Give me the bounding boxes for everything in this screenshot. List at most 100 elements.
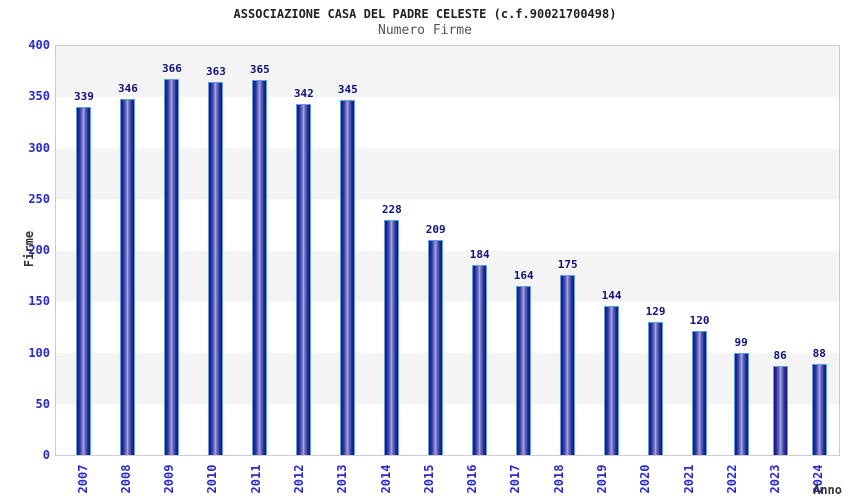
x-tick-slot: 2015 [407, 458, 450, 500]
bar-value-label: 120 [689, 314, 710, 327]
bar-value-label: 339 [74, 89, 94, 103]
y-tick-label: 150 [28, 294, 50, 309]
bar-slot: 339 [74, 46, 94, 455]
x-tick-slot: 2008 [104, 458, 147, 500]
bar-value-label: 209 [425, 222, 446, 236]
bar-value-label: 86 [773, 348, 787, 362]
x-tick-label: 2014 [378, 464, 393, 494]
x-tick-label: 2008 [118, 464, 133, 494]
bar-slot: 129 [646, 46, 666, 455]
x-tick-slot: 2021 [667, 458, 710, 500]
x-tick-label: 2021 [681, 464, 696, 494]
y-tick-label: 100 [28, 345, 50, 360]
bar-value-label: 366 [161, 61, 182, 75]
bar-slot: 342 [294, 46, 314, 455]
bar [472, 265, 488, 455]
x-tick-label: 2011 [248, 464, 263, 494]
bar-slot: 120 [689, 46, 710, 455]
plot-area: 339 346 366 363 365 342 345 228 209 184 164 175 144 1… [55, 45, 840, 456]
bar-value-label: 365 [249, 62, 270, 76]
chart-subtitle: Numero Firme [378, 23, 472, 38]
bar [340, 100, 356, 455]
x-tick-label: 2015 [421, 464, 436, 494]
y-tick-label: 0 [42, 448, 50, 462]
bar-slot: 144 [602, 46, 622, 455]
chart-title: ASSOCIAZIONE CASA DEL PADRE CELESTE (c.f… [233, 7, 617, 21]
bar-slot: 366 [162, 46, 182, 455]
x-tick-label: 2018 [551, 464, 566, 494]
x-tick-slot: 2017 [494, 458, 537, 500]
x-tick-label: 2016 [465, 464, 480, 494]
bar-value-label: 144 [601, 289, 622, 303]
bar [733, 352, 749, 455]
bar-value-label: 342 [293, 86, 314, 100]
bar-slot: 164 [514, 46, 534, 455]
bar-slot: 99 [733, 46, 749, 455]
bar-value-label: 88 [812, 346, 826, 360]
bar [648, 321, 664, 455]
x-tick-label: 2020 [638, 464, 653, 494]
x-tick-slot: 2020 [624, 458, 667, 500]
bar-value-label: 363 [205, 64, 226, 78]
bar [516, 285, 532, 455]
x-tick-label: 2012 [292, 464, 307, 494]
x-tick-slot: 2007 [61, 458, 104, 500]
bar-value-label: 164 [513, 268, 534, 282]
x-tick-slot: 2022 [710, 458, 753, 500]
bar [164, 78, 180, 455]
x-tick-slot: 2010 [191, 458, 234, 500]
y-tick-label: 250 [28, 191, 50, 206]
bar-slot: 209 [426, 46, 446, 455]
y-axis-title: Firme [22, 230, 36, 268]
bar-value-label: 228 [381, 203, 402, 217]
bar [120, 99, 136, 455]
x-tick-slot: 2018 [537, 458, 580, 500]
x-tick-slot: 2023 [754, 458, 797, 500]
x-tick-slot: 2009 [148, 458, 191, 500]
x-tick-slot: 2013 [321, 458, 364, 500]
x-tick-label: 2022 [724, 464, 739, 494]
x-axis-title: Anno [813, 483, 842, 497]
bar-slot: 184 [470, 46, 490, 455]
x-tick-label: 2019 [595, 464, 610, 494]
bar-slot: 228 [382, 46, 402, 455]
bar [560, 274, 576, 455]
bar [208, 81, 224, 455]
bar [296, 103, 312, 455]
bar [76, 106, 92, 455]
bar [772, 365, 788, 455]
bar [428, 239, 444, 455]
bar-slot: 345 [338, 46, 358, 455]
y-tick-label: 50 [35, 396, 50, 411]
x-tick-label: 2007 [75, 464, 90, 494]
y-tick-label: 300 [28, 140, 50, 155]
bar-value-label: 184 [469, 248, 490, 262]
bar-value-label: 345 [337, 83, 358, 97]
x-tick-label: 2017 [508, 464, 523, 494]
bar-value-label: 129 [645, 304, 666, 318]
y-tick-label: 200 [28, 243, 50, 257]
x-tick-label: 2023 [768, 464, 783, 494]
bar-value-label: 175 [557, 257, 578, 271]
x-tick-slot: 2019 [580, 458, 623, 500]
bar-slot: 363 [206, 46, 226, 455]
bar [604, 306, 620, 455]
bar-slot: 86 [772, 46, 788, 455]
bar [811, 363, 827, 455]
x-tick-label: 2013 [335, 464, 350, 494]
bar-slot: 175 [558, 46, 578, 455]
x-tick-slot: 2012 [277, 458, 320, 500]
x-tick-slot: 2016 [451, 458, 494, 500]
bar-slot: 346 [118, 46, 138, 455]
x-tick-label: 2010 [205, 464, 220, 494]
bars-row: 339 346 366 363 365 342 345 228 209 184 164 175 144 1… [56, 46, 839, 455]
bar-slot: 365 [250, 46, 270, 455]
bar-value-label: 99 [734, 335, 748, 349]
bar [252, 79, 268, 455]
bar-value-label: 346 [118, 82, 138, 96]
x-tick-slot: 2011 [234, 458, 277, 500]
x-tick-slot: 2014 [364, 458, 407, 500]
bar [692, 331, 708, 455]
bar [384, 220, 400, 455]
